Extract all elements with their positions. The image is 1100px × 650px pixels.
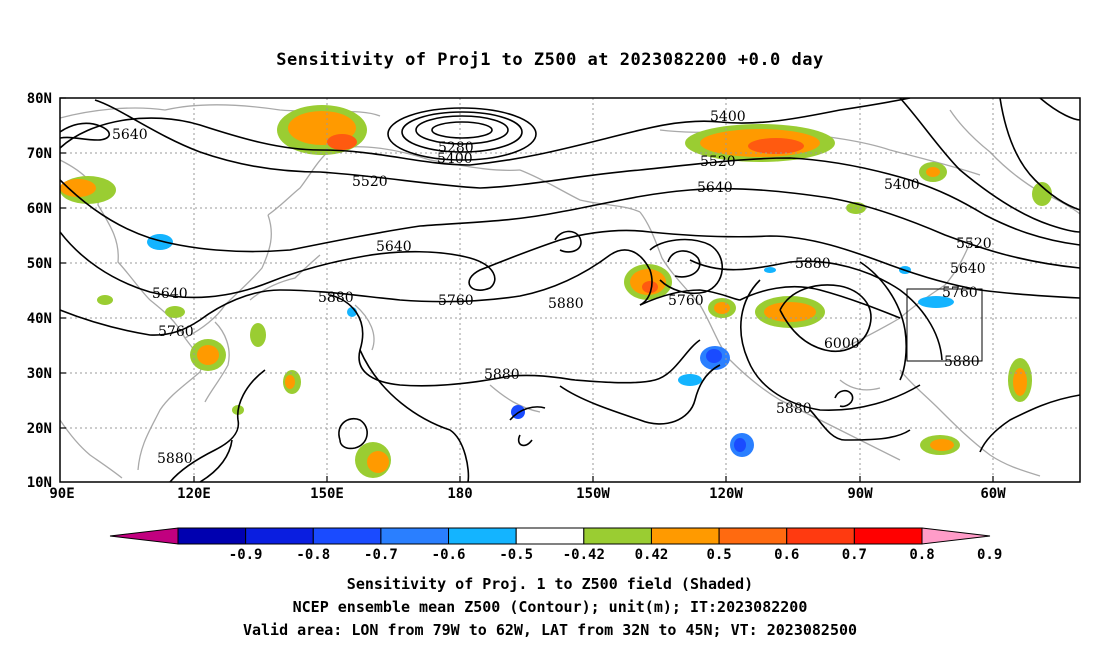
contour-label: 5400 — [884, 177, 920, 193]
contour-label: 5880 — [157, 451, 193, 467]
contour-label: 5400 — [437, 151, 473, 167]
colorbar-swatch — [786, 527, 855, 545]
colorbar-swatch — [718, 527, 788, 545]
contour-label: 5640 — [950, 261, 986, 277]
colorbar-swatch — [245, 527, 314, 545]
contour-label: 5760 — [438, 293, 474, 309]
contour-label: 5520 — [956, 236, 992, 252]
colorbar-label: -0.5 — [499, 547, 533, 563]
contour-label: 5520 — [352, 174, 388, 190]
lon-label: 150E — [310, 486, 344, 502]
lat-label: 40N — [27, 311, 52, 327]
contour-label: 5760 — [668, 293, 704, 309]
lat-label: 60N — [27, 201, 52, 217]
contour-label: 5880 — [944, 354, 980, 370]
contour-label: 5760 — [158, 324, 194, 340]
colorbar-swatch — [650, 527, 720, 545]
lon-label: 90W — [847, 486, 873, 502]
contour-label: 5880 — [776, 401, 812, 417]
contour-label: 5880 — [484, 367, 520, 383]
contour-label: 5760 — [942, 285, 978, 301]
contour-label: 5520 — [700, 154, 736, 170]
lat-label: 70N — [27, 146, 52, 162]
contour-label: 5880 — [795, 256, 831, 272]
colorbar: -0.9 -0.8 -0.7 -0.6 -0.5 -0.42 0.42 0.5 0.6 0.7 0.… — [109, 527, 1002, 563]
colorbar-label: -0.42 — [563, 547, 605, 563]
caption-line-3: Valid area: LON from 79W to 62W, LAT fro… — [242, 621, 858, 639]
colorbar-label: -0.6 — [432, 547, 466, 563]
colorbar-label: 0.5 — [706, 547, 731, 563]
lon-label: 120E — [177, 486, 211, 502]
colorbar-swatch — [448, 527, 517, 545]
colorbar-upper-arrow — [921, 527, 991, 545]
sensitivity-shading — [60, 105, 1052, 478]
lat-label: 80N — [27, 91, 52, 107]
map-frame — [59, 97, 1081, 483]
lat-label: 10N — [27, 475, 52, 491]
lat-label: 50N — [27, 256, 52, 272]
lat-label: 30N — [27, 366, 52, 382]
colorbar-label: -0.9 — [229, 547, 263, 563]
colorbar-label: 0.42 — [635, 547, 669, 563]
colorbar-swatch — [853, 527, 923, 545]
lon-label: 60W — [980, 486, 1006, 502]
contour-label: 5400 — [710, 109, 746, 125]
caption-line-2: NCEP ensemble mean Z500 (Contour); unit(… — [292, 598, 808, 616]
map-title: Sensitivity of Proj1 to Z500 at 20230822… — [276, 50, 824, 70]
contour-label: 5880 — [318, 290, 354, 306]
caption-line-1: Sensitivity of Proj. 1 to Z500 field (Sh… — [346, 575, 754, 593]
colorbar-label: -0.8 — [296, 547, 330, 563]
colorbar-swatch — [515, 527, 585, 545]
colorbar-label: 0.9 — [977, 547, 1002, 563]
longitude-labels: 90E 120E 150E 180 150W 120W 90W 60W — [49, 486, 1006, 502]
colorbar-swatch — [177, 527, 247, 545]
colorbar-label: 0.6 — [774, 547, 799, 563]
contour-label: 5280 — [438, 140, 474, 156]
colorbar-label: 0.8 — [909, 547, 934, 563]
contour-labels: 5640 5280 5400 5400 5520 5400 5520 5640 … — [112, 109, 992, 467]
colorbar-swatch — [380, 527, 450, 545]
lon-label: 180 — [447, 486, 472, 502]
grid-lines — [60, 98, 1080, 482]
lon-label: 150W — [576, 486, 610, 502]
contour-label: 5640 — [152, 286, 188, 302]
lon-label: 120W — [709, 486, 743, 502]
colorbar-swatch — [583, 527, 652, 545]
lon-label: 90E — [49, 486, 74, 502]
contour-label: 5880 — [548, 296, 584, 312]
lat-label: 20N — [27, 421, 52, 437]
colorbar-label: 0.7 — [842, 547, 867, 563]
contour-label: 5640 — [112, 127, 148, 143]
tick-marks — [60, 97, 994, 482]
colorbar-swatch — [312, 527, 382, 545]
latitude-labels: 80N 70N 60N 50N 40N 30N 20N 10N — [27, 91, 52, 491]
valid-area-box — [906, 288, 983, 362]
contour-label: 5640 — [376, 239, 412, 255]
colorbar-lower-arrow — [109, 527, 179, 545]
z500-contours — [60, 98, 1080, 482]
coastlines — [60, 104, 1080, 479]
contour-label: 5640 — [697, 180, 733, 196]
contour-label: 6000 — [824, 336, 860, 352]
colorbar-label: -0.7 — [364, 547, 398, 563]
